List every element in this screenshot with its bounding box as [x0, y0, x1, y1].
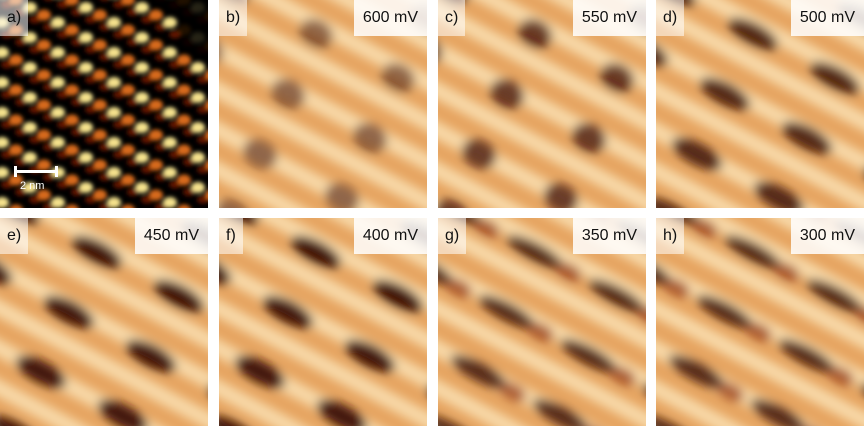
panel-label: h)	[656, 218, 685, 254]
topography-image	[0, 0, 208, 208]
panel-label: f)	[219, 218, 243, 254]
panel-label: c)	[438, 0, 466, 36]
panel-label: b)	[219, 0, 248, 36]
bias-voltage-label: 300 mV	[790, 218, 864, 254]
stm-topography-panel: a) 2 nm	[0, 0, 208, 208]
dos-map-panel-400mv: f) 400 mV	[219, 218, 427, 426]
scale-bar	[14, 166, 58, 177]
dos-map-panel-450mv: e) 450 mV	[0, 218, 208, 426]
panel-label: g)	[438, 218, 467, 254]
bias-voltage-label: 550 mV	[572, 0, 646, 36]
dos-map-panel-300mv: h) 300 mV	[656, 218, 864, 426]
bias-voltage-label: 500 mV	[790, 0, 864, 36]
dos-map-panel-600mv: b) 600 mV	[219, 0, 427, 208]
panel-label: e)	[0, 218, 29, 254]
dos-map-panel-550mv: c) 550 mV	[438, 0, 646, 208]
scale-bar-label: 2 nm	[20, 180, 45, 192]
bias-voltage-label: 450 mV	[134, 218, 208, 254]
panel-label: d)	[656, 0, 685, 36]
bias-voltage-label: 400 mV	[353, 218, 427, 254]
dos-map-panel-350mv: g) 350 mV	[438, 218, 646, 426]
dos-map-panel-500mv: d) 500 mV	[656, 0, 864, 208]
bias-voltage-label: 350 mV	[572, 218, 646, 254]
panel-label: a)	[0, 0, 29, 36]
bias-voltage-label: 600 mV	[353, 0, 427, 36]
